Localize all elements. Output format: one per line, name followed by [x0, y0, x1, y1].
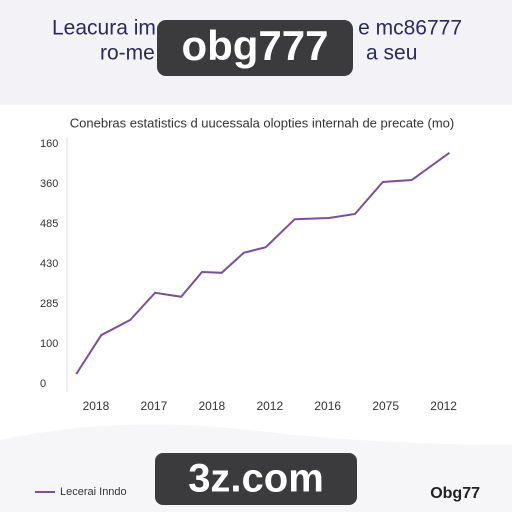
overlay-badge — [157, 20, 353, 76]
x-tick-label: 2016 — [314, 399, 341, 413]
y-tick-label: 0 — [40, 378, 46, 390]
y-tick-label: 485 — [40, 218, 58, 230]
x-tick-label: 2018 — [199, 399, 226, 413]
x-tick-label: 2018 — [83, 399, 110, 413]
legend-label: Lecerai Inndo — [60, 486, 127, 498]
overlay-badge — [155, 453, 357, 505]
series-line — [75, 151, 450, 375]
y-tick-label: 100 — [40, 338, 58, 350]
x-tick-label: 2012 — [430, 399, 457, 413]
overlay-text: obg777 — [181, 22, 328, 69]
x-tick-label: 2012 — [256, 399, 283, 413]
y-tick-label: 285 — [40, 298, 58, 310]
y-tick-label: 360 — [40, 178, 58, 190]
header-text: ro-me — [100, 42, 155, 65]
header-text: Leacura im — [52, 17, 156, 40]
chart-title: Conebras estatistics d uucessala oloptie… — [70, 115, 454, 130]
header-text: e mc86777 — [358, 17, 462, 40]
header-text: a seu — [366, 42, 417, 65]
brand: Obg77 — [430, 485, 480, 502]
x-tick-label: 2075 — [372, 399, 399, 413]
y-tick-label: 160 — [40, 138, 58, 150]
y-tick-label: 430 — [40, 258, 58, 270]
x-tick-label: 2017 — [141, 399, 168, 413]
overlay-text: 3z.com — [188, 457, 324, 501]
